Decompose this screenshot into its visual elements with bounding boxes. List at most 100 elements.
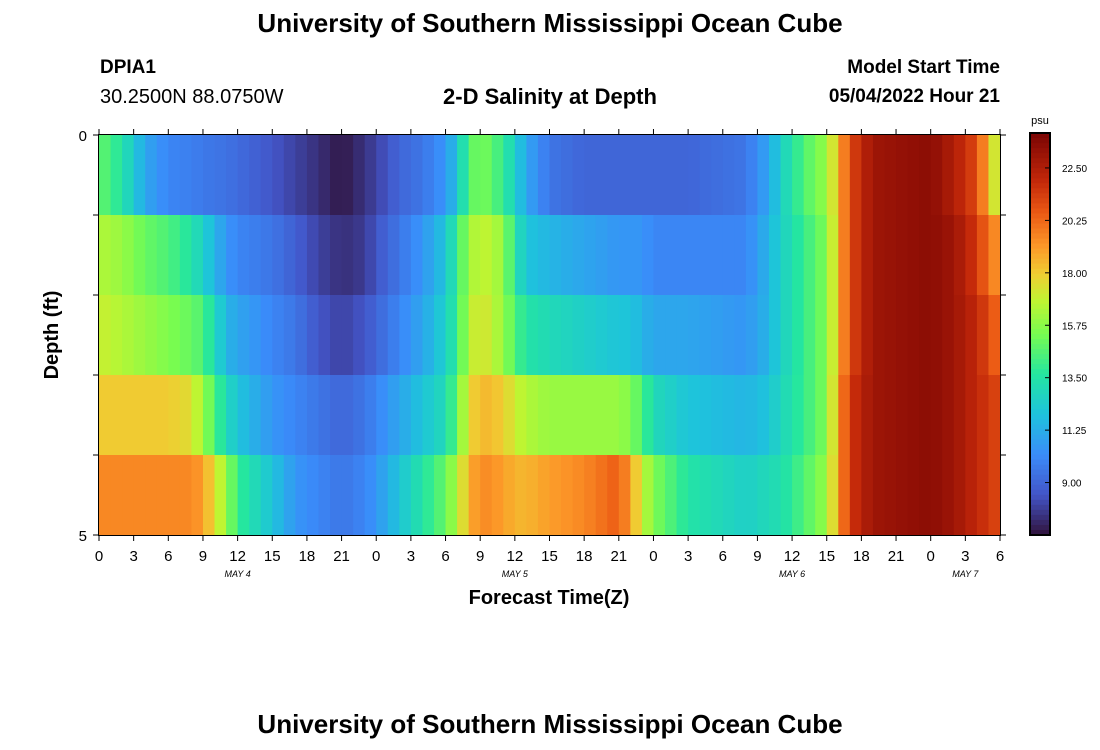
heatmap-cell [249,295,262,376]
heatmap-cell [907,135,920,216]
heatmap-cell [838,295,851,376]
heatmap-cell [445,455,458,536]
heatmap-cell [156,215,169,296]
heatmap-cell [387,455,400,536]
colorbar-swatch [1030,318,1050,325]
heatmap-cell [780,455,793,536]
heatmap-cell [838,135,851,216]
heatmap-cell [168,135,181,216]
x-tick-label: 3 [684,548,692,565]
heatmap-cell [792,375,805,456]
heatmap-cell [514,455,527,536]
colorbar-swatch [1030,243,1050,250]
heatmap-cell [526,135,539,216]
station-id: DPIA1 [100,57,156,78]
heatmap-cell [226,215,239,296]
colorbar-swatch [1030,313,1050,320]
heatmap-cell [272,215,285,296]
heatmap-cell [872,215,886,296]
heatmap-cell [872,295,886,376]
colorbar-swatch [1030,369,1050,375]
heatmap-cell [745,295,759,376]
heatmap-cell [907,295,920,376]
colorbar-swatch [1030,404,1050,410]
heatmap-cells [99,135,1001,536]
salinity-heatmap-chart: 0 3 6 9 12 15 18 21 0 3 6 9 12 15 18 21 0 3 6 9 12 15 18 21 0 3 6 M… [41,115,1087,609]
heatmap-cell [445,295,458,376]
heatmap-cell [815,295,828,376]
heatmap-cell [757,295,770,376]
colorbar-tick-label: 20.25 [1062,216,1087,227]
heatmap-cell [445,135,458,216]
colorbar-swatch [1030,258,1050,265]
heatmap-cell [179,455,193,536]
heatmap-cell [919,135,932,216]
heatmap-cell [919,295,932,376]
heatmap-cell [942,375,955,456]
heatmap-cell [457,295,470,376]
heatmap-cell [722,455,735,536]
heatmap-cell [537,295,551,376]
heatmap-cell [306,455,320,536]
colorbar-tick-label: 9.00 [1062,479,1082,490]
x-tick-label: 0 [372,548,380,565]
x-tick-label: 0 [649,548,657,565]
heatmap-cell [480,215,493,296]
heatmap-cell [734,215,747,296]
heatmap-cell [976,295,990,376]
heatmap-cell [722,295,735,376]
heatmap-cell [353,295,366,376]
colorbar-swatch [1030,514,1050,521]
heatmap-cell [618,375,631,456]
heatmap-cell [353,215,366,296]
heatmap-cell [179,135,193,216]
x-tick-label: 0 [927,548,935,565]
y-tick-label: 0 [79,128,87,145]
heatmap-cell [330,295,343,376]
heatmap-cell [665,375,678,456]
heatmap-cell [202,375,216,456]
heatmap-cell [191,375,204,456]
colorbar-swatch [1030,233,1050,240]
colorbar-swatch [1030,163,1050,169]
heatmap-cell [295,135,308,216]
heatmap-cell [537,135,551,216]
x-tick-label: 9 [476,548,484,565]
heatmap-cell [133,135,146,216]
heatmap-cell [896,135,909,216]
heatmap-cell [330,375,343,456]
x-tick-label: 6 [441,548,449,565]
colorbar-swatch [1030,469,1050,476]
colorbar-swatch [1030,248,1050,255]
heatmap-cell [318,135,331,216]
heatmap-cell [260,215,273,296]
heatmap-cell [780,295,793,376]
heatmap-cell [237,295,250,376]
heatmap-cell [965,215,978,296]
heatmap-cell [433,135,447,216]
heatmap-cell [803,455,816,536]
heatmap-cell [306,215,320,296]
heatmap-cell [953,135,966,216]
heatmap-cell [861,375,874,456]
heatmap-cell [780,135,793,216]
heatmap-cell [584,455,597,536]
heatmap-cell [122,135,135,216]
colorbar-swatch [1030,474,1050,481]
heatmap-cell [665,455,678,536]
heatmap-cell [734,135,747,216]
colorbar-swatch [1030,253,1050,260]
heatmap-cell [942,455,955,536]
heatmap-cell [884,295,897,376]
heatmap-cell [630,375,643,456]
heatmap-cell [976,215,990,296]
model-start-label: Model Start Time [847,57,1000,78]
heatmap-cell [260,135,273,216]
heatmap-cell [387,135,400,216]
heatmap-cell [942,135,955,216]
colorbar-swatch [1030,499,1050,506]
heatmap-cell [815,135,828,216]
colorbar-swatch [1030,298,1050,305]
heatmap-cell [896,295,909,376]
heatmap-cell [202,135,216,216]
